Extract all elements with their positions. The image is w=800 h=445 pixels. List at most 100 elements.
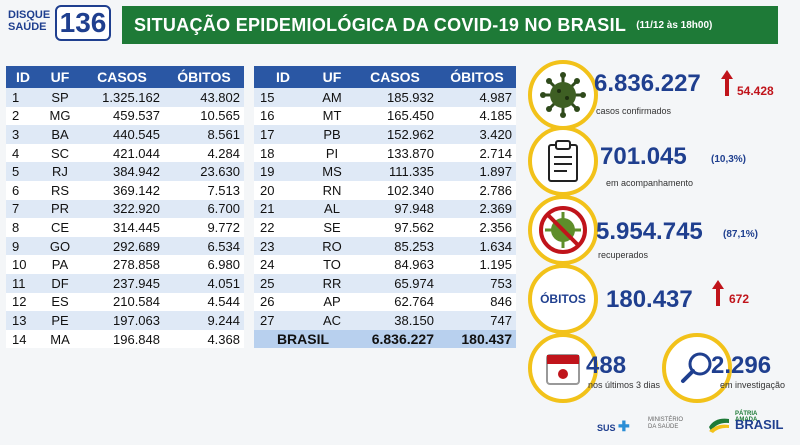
cell-casos: 97.562 <box>352 218 438 237</box>
cell-id: 15 <box>254 88 312 107</box>
cell-uf: PB <box>312 125 352 144</box>
cell-id: 12 <box>6 292 40 312</box>
header-bar: SITUAÇÃO EPIDEMIOLÓGICA DA COVID-19 NO B… <box>122 6 778 44</box>
cell-id: 1 <box>6 88 40 107</box>
cell-casos: 322.920 <box>80 199 164 219</box>
cell-obitos: 43.802 <box>164 88 244 107</box>
plus-icon: ✚ <box>618 418 630 434</box>
cell-id: 25 <box>254 273 312 293</box>
cell-obitos: 1.195 <box>438 255 516 274</box>
cell-uf: PE <box>40 311 80 330</box>
recovered-pct: (87,1%) <box>723 229 759 240</box>
crossed-virus-icon <box>539 206 587 254</box>
cell-id: 22 <box>254 218 312 237</box>
cell-obitos: 6.534 <box>164 236 244 256</box>
table-row: 5 RJ 384.942 23.630 <box>6 162 244 181</box>
col-obitos: ÓBITOS <box>438 66 516 88</box>
cell-casos: 440.545 <box>80 125 164 144</box>
cell-obitos: 753 <box>438 273 516 293</box>
magnifier-icon <box>681 352 712 383</box>
disque-saude-logo: DISQUE SAÚDE 136 <box>6 5 111 43</box>
table-row: 15 AM 185.932 4.987 <box>254 88 516 107</box>
cell-id: 6 <box>6 180 40 200</box>
cell-id: 14 <box>6 329 40 349</box>
col-uf: UF <box>40 66 80 88</box>
deaths-label: ÓBITOS <box>540 292 586 306</box>
cell-uf: PR <box>40 199 80 219</box>
table-row: 16 MT 165.450 4.185 <box>254 106 516 126</box>
cell-id: 26 <box>254 292 312 312</box>
recovered-label: recuperados <box>598 250 649 260</box>
deaths-value: 180.437 <box>606 286 693 313</box>
table-row: 26 AP 62.764 846 <box>254 292 516 312</box>
virus-icon <box>540 72 586 118</box>
cell-casos: 185.932 <box>352 88 438 107</box>
table-row: 12 ES 210.584 4.544 <box>6 292 244 312</box>
deaths-circle: ÓBITOS <box>528 264 598 334</box>
cell-obitos: 2.356 <box>438 218 516 237</box>
monitoring-pct: (10,3%) <box>711 154 747 165</box>
states-table-left: ID UF CASOS ÓBITOS 1 SP 1.325.162 43.802 2 MG… <box>6 66 244 349</box>
cell-id: 13 <box>6 311 40 330</box>
cell-id: 27 <box>254 311 312 330</box>
table-row: 6 RS 369.142 7.513 <box>6 180 244 200</box>
brand-line2: BRASIL <box>735 417 784 432</box>
cell-uf: ES <box>40 292 80 312</box>
cell-uf: CE <box>40 218 80 237</box>
table-row: 21 AL 97.948 2.369 <box>254 199 516 219</box>
cell-obitos: 2.786 <box>438 180 516 200</box>
table-row: 17 PB 152.962 3.420 <box>254 125 516 144</box>
cell-casos: 369.142 <box>80 180 164 200</box>
cell-casos: 97.948 <box>352 199 438 219</box>
cell-id: 11 <box>6 273 40 293</box>
cell-uf: PA <box>40 255 80 274</box>
col-casos: CASOS <box>352 66 438 88</box>
cell-uf: RR <box>312 273 352 293</box>
calendar-icon <box>546 354 580 385</box>
col-obitos: ÓBITOS <box>164 66 244 88</box>
cell-casos: 152.962 <box>352 125 438 144</box>
last3days-value: 488 <box>586 352 627 379</box>
table-row: 20 RN 102.340 2.786 <box>254 180 516 200</box>
up-arrow-icon <box>712 280 724 306</box>
cell-id: 7 <box>6 199 40 219</box>
cell-casos: 237.945 <box>80 273 164 293</box>
cell-casos: 133.870 <box>352 143 438 163</box>
cell-obitos: 4.368 <box>164 329 244 349</box>
table-row: 19 MS 111.335 1.897 <box>254 162 516 181</box>
cell-obitos: 9.244 <box>164 311 244 330</box>
deaths-delta: 672 <box>729 292 750 306</box>
cell-uf: RJ <box>40 162 80 181</box>
cell-id: 9 <box>6 236 40 256</box>
cell-id: 17 <box>254 125 312 144</box>
cell-obitos: 2.714 <box>438 143 516 163</box>
cell-casos: 111.335 <box>352 162 438 181</box>
cell-casos: 210.584 <box>80 292 164 312</box>
cell-casos: 196.848 <box>80 329 164 349</box>
cell-uf: MT <box>312 106 352 126</box>
cell-uf: TO <box>312 255 352 274</box>
investigation-circle <box>662 333 732 403</box>
total-row: BRASIL 6.836.227 180.437 <box>254 329 516 349</box>
cell-casos: 1.325.162 <box>80 88 164 107</box>
total-label: BRASIL <box>254 329 352 349</box>
cell-uf: MA <box>40 329 80 349</box>
sus-text: SUS <box>597 423 616 433</box>
confirmed-label: casos confirmados <box>596 106 672 116</box>
cell-uf: MS <box>312 162 352 181</box>
cell-casos: 165.450 <box>352 106 438 126</box>
table-row: 13 PE 197.063 9.244 <box>6 311 244 330</box>
cell-uf: AL <box>312 199 352 219</box>
cell-id: 3 <box>6 125 40 144</box>
flag-wave-icon <box>709 418 729 433</box>
confirmed-delta: 54.428 <box>737 84 774 98</box>
cell-uf: RN <box>312 180 352 200</box>
cell-casos: 292.689 <box>80 236 164 256</box>
cell-casos: 384.942 <box>80 162 164 181</box>
confirmed-value: 6.836.227 <box>594 70 701 97</box>
cell-id: 10 <box>6 255 40 274</box>
cell-id: 4 <box>6 143 40 163</box>
table-row: 18 PI 133.870 2.714 <box>254 143 516 163</box>
col-id: ID <box>6 66 40 88</box>
cell-uf: PI <box>312 143 352 163</box>
